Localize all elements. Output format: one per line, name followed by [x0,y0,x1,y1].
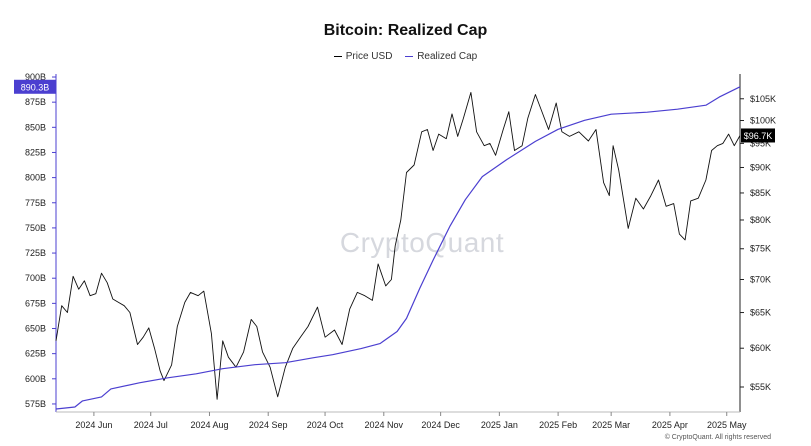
left-tick-label: 775B [25,198,46,208]
right-tick-label: $90K [750,162,771,172]
left-tick-label: 900B [25,72,46,82]
right-tick-label: $100K [750,116,776,126]
chart-legend: Price USD Realized Cap [0,51,811,62]
legend-item-price[interactable]: Price USD [333,51,393,62]
left-tick-label: 625B [25,349,46,359]
right-tick-label: $55K [750,382,771,392]
right-tick-label: $80K [750,215,771,225]
legend-swatch-price [333,55,342,57]
left-tick-label: 800B [25,173,46,183]
right-tick-label: $70K [750,275,771,285]
x-tick-label: 2024 Sep [249,420,288,430]
x-tick-label: 2024 Dec [421,420,460,430]
x-tick-label: 2025 Feb [539,420,577,430]
x-tick-label: 2025 Jan [481,420,518,430]
right-tick-label: $60K [750,343,771,353]
legend-swatch-realized-cap [405,55,414,57]
x-tick-label: 2025 May [707,420,747,430]
x-tick-label: 2024 Jun [75,420,112,430]
left-tick-label: 575B [25,399,46,409]
right-tick-label: $65K [750,308,771,318]
left-tick-label: 725B [25,248,46,258]
right-current-value-badge [741,128,775,143]
x-tick-label: 2025 Mar [592,420,630,430]
legend-label-price: Price USD [345,51,393,62]
right-tick-label: $75K [750,244,771,254]
left-tick-label: 850B [25,122,46,132]
series-line-price-usd [55,91,741,400]
left-tick-label: 600B [25,374,46,384]
x-tick-label: 2025 Apr [652,420,688,430]
chart-title: Bitcoin: Realized Cap [323,22,488,39]
left-tick-label: 750B [25,223,46,233]
left-current-value-badge [14,79,56,94]
right-tick-label: $95K [750,138,771,148]
left-tick-label: 650B [25,324,46,334]
x-tick-label: 2024 Jul [134,420,168,430]
legend-label-realized-cap: Realized Cap [417,51,478,62]
right-current-value-label: $96.7K [744,131,773,141]
right-tick-label: $105K [750,94,776,104]
left-tick-label: 825B [25,147,46,157]
legend-item-realized-cap[interactable]: Realized Cap [405,51,477,62]
left-current-value-label: 890.3B [21,82,50,92]
x-tick-label: 2024 Aug [190,420,228,430]
right-tick-label: $85K [750,188,771,198]
copyright-credit: © CryptoQuant. All rights reserved [664,434,771,441]
watermark-text: CryptoQuant [340,227,504,258]
left-tick-label: 875B [25,97,46,107]
left-tick-label: 700B [25,273,46,283]
left-tick-label: 675B [25,298,46,308]
series-line-realized-cap [55,86,741,410]
x-tick-label: 2024 Nov [365,420,404,430]
x-tick-label: 2024 Oct [307,420,344,430]
